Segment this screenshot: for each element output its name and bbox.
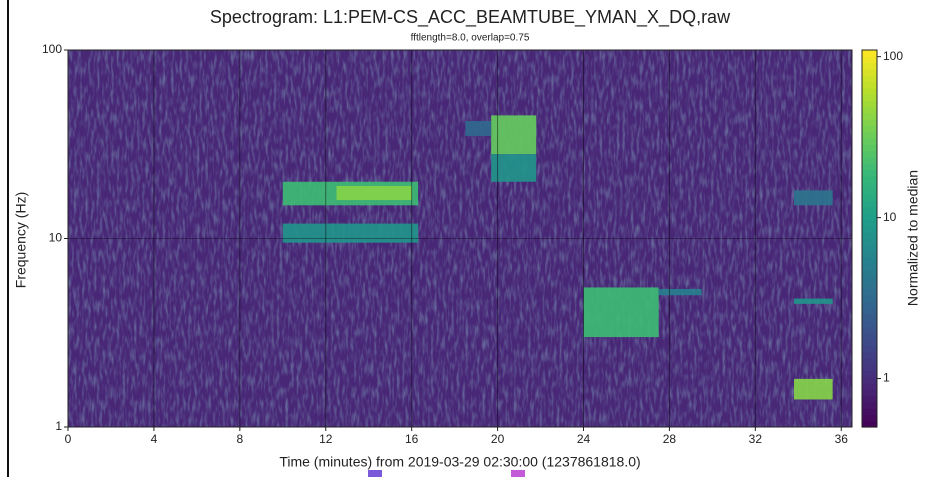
colorbar-cell [862,188,877,196]
colorbar-cell [862,200,877,208]
colorbar-cell [862,414,877,422]
colorbar-cell [862,175,877,183]
x-tick-label: 4 [151,432,158,446]
noise-texture [68,50,852,427]
colorbar-cell [862,156,877,164]
colorbar-cell [862,395,877,403]
colorbar-cell [862,137,877,145]
power-block [794,190,833,206]
colorbar-cell [862,282,877,290]
colorbar-cell [862,301,877,309]
x-tick-label: 36 [835,432,849,446]
y-tick-label: 100 [42,42,62,56]
marker [368,470,382,477]
colorbar-cell [862,357,877,365]
colorbar-cell [862,389,877,397]
colorbar-cell [862,112,877,120]
colorbar-cell [862,93,877,101]
plot-area [68,50,852,427]
colorbar-cell [862,87,877,95]
colorbar-cell [862,125,877,133]
power-block [491,154,537,182]
power-block [491,115,537,155]
y-tick-label: 1 [55,419,62,433]
colorbar-cell [862,401,877,409]
x-tick-label: 16 [405,432,419,446]
colorbar-cell [862,75,877,83]
colorbar-cell [862,364,877,372]
colorbar-cell [862,181,877,189]
colorbar-cell [862,144,877,152]
colorbar-cell [862,131,877,139]
colorbar-cell [862,288,877,296]
colorbar-cell [862,420,877,428]
colorbar-cell [862,169,877,177]
colorbar-cell [862,269,877,277]
colorbar-cell [862,326,877,334]
x-tick-label: 24 [577,432,591,446]
y-tick-label: 10 [49,231,63,245]
colorbar-cell [862,150,877,158]
x-tick-label: 12 [319,432,333,446]
colorbar-cell [862,225,877,233]
colorbar-cell [862,194,877,202]
colorbar-cell [862,238,877,246]
colorbar-cell [862,257,877,265]
x-tick-label: 32 [749,432,763,446]
colorbar-cell [862,251,877,258]
colorbar-cell [862,383,877,390]
colorbar-cell [862,332,877,340]
colorbar-cell [862,106,877,114]
colorbar-cell [862,370,877,378]
x-axis-label: Time (minutes) from 2019-03-29 02:30:00 … [279,454,640,470]
colorbar-tick-label: 10 [883,210,897,224]
colorbar-cell [862,232,877,240]
chart-subtitle: fftlength=8.0, overlap=0.75 [411,33,530,44]
power-block [465,121,492,136]
power-block [282,223,419,243]
colorbar-cell [862,213,877,221]
y-axis-label: Frequency (Hz) [13,192,29,288]
colorbar-cell [862,56,877,64]
colorbar-cell [862,62,877,70]
colorbar-cell [862,307,877,315]
colorbar-cell [862,351,877,359]
power-block [658,288,702,296]
colorbar-cell [862,376,877,384]
plot-frame [67,49,853,428]
x-tick-label: 20 [491,432,505,446]
colorbar-cell [862,163,877,170]
colorbar-frame [861,49,878,428]
colorbar-cell [862,50,877,57]
colorbar-tick-label: 100 [883,49,903,63]
marker [511,470,525,477]
colorbar-cell [862,320,877,328]
colorbar-cell [862,68,877,76]
power-block [794,378,833,400]
power-block [336,185,412,201]
x-tick-label: 8 [236,432,243,446]
colorbar-cell [862,276,877,284]
colorbar-cell [862,100,877,108]
colorbar-cell [862,244,877,252]
colorbar-cell [862,263,877,271]
colorbar-cell [862,119,877,126]
power-block [794,298,833,304]
colorbar-cell [862,81,877,89]
colorbar-cell [862,313,877,321]
colorbar-tick-label: 1 [883,371,890,385]
colorbar-cell [862,345,877,353]
chart-title: Spectrogram: L1:PEM-CS_ACC_BEAMTUBE_YMAN… [210,7,731,28]
colorbar-cell [862,339,877,346]
power-block [583,287,659,338]
colorbar-label: Normalized to median [905,170,921,306]
colorbar-cell [862,207,877,214]
colorbar-cell [862,408,877,416]
x-tick-label: 0 [65,432,72,446]
x-tick-label: 28 [663,432,677,446]
colorbar-cell [862,295,877,302]
colorbar-cell [862,219,877,227]
